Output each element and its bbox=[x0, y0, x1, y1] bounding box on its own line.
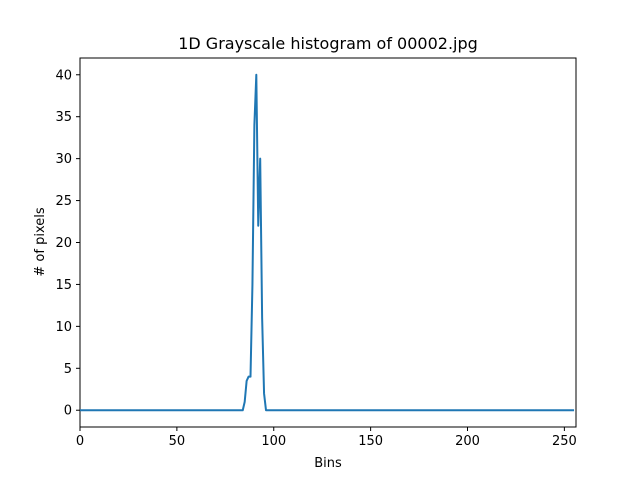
y-tick-label: 15 bbox=[55, 278, 72, 293]
plot-frame bbox=[79, 57, 577, 428]
y-tick-label: 10 bbox=[55, 320, 72, 335]
x-axis: 0 50 100 150 200 250 bbox=[76, 427, 577, 449]
y-tick-label: 35 bbox=[55, 110, 72, 125]
y-tick-label: 5 bbox=[64, 362, 72, 377]
x-tick-label: 150 bbox=[358, 434, 383, 449]
y-tick-label: 0 bbox=[64, 404, 72, 419]
y-axis: 0 5 10 15 20 25 30 35 40 bbox=[55, 68, 80, 419]
x-tick-label: 0 bbox=[76, 434, 84, 449]
x-axis-label: Bins bbox=[314, 456, 342, 471]
x-tick-label: 100 bbox=[261, 434, 286, 449]
series-layer bbox=[80, 73, 575, 412]
y-tick-label: 30 bbox=[55, 152, 72, 167]
y-tick-label: 20 bbox=[55, 236, 72, 251]
x-tick-label: 200 bbox=[455, 434, 480, 449]
x-tick-label: 250 bbox=[552, 434, 577, 449]
y-tick-label: 25 bbox=[55, 194, 72, 209]
y-tick-label: 40 bbox=[55, 68, 72, 83]
y-axis-label: # of pixels bbox=[33, 207, 48, 276]
x-tick-label: 50 bbox=[169, 434, 186, 449]
histogram-line bbox=[80, 73, 575, 412]
chart-title: 1D Grayscale histogram of 00002.jpg bbox=[178, 34, 478, 53]
